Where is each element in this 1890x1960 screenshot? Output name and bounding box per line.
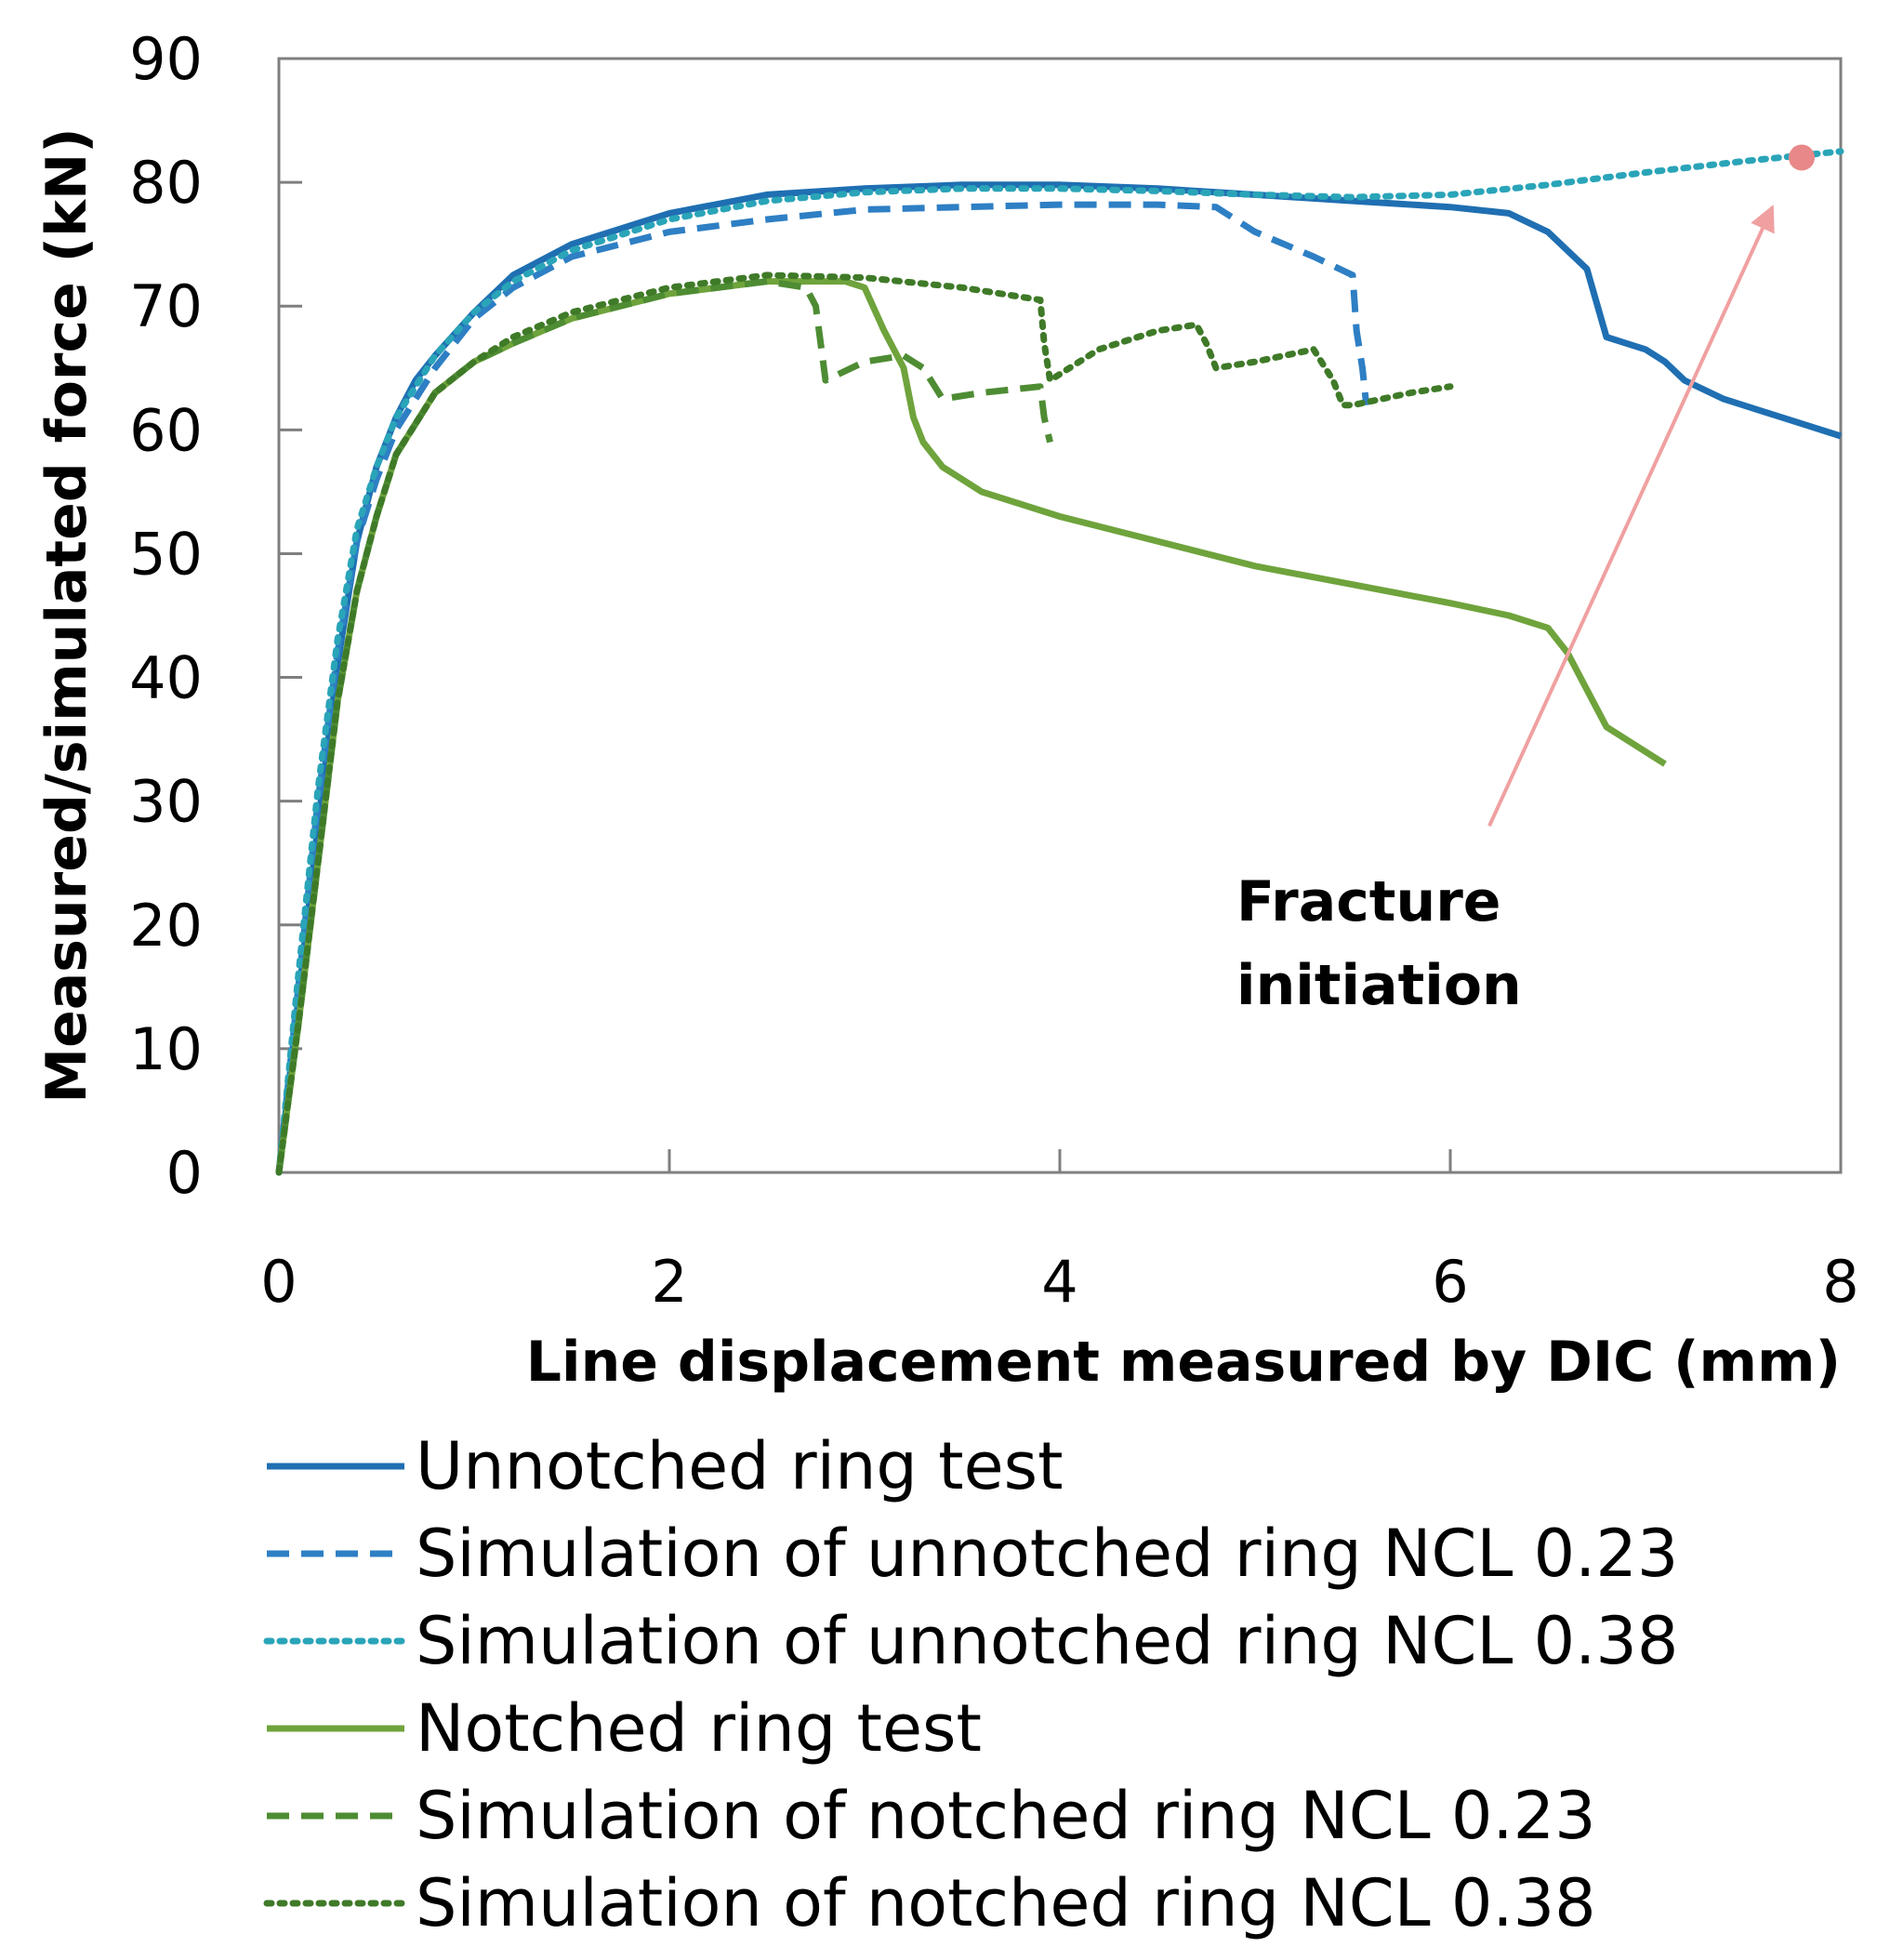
x-tick-label-1: 2 <box>651 1248 687 1316</box>
y-ticks: 0 10 20 30 40 50 60 70 80 90 <box>129 25 302 1207</box>
y-tick-label-1: 10 <box>129 1015 203 1083</box>
y-tick-label-3: 30 <box>129 768 203 836</box>
legend-label-1: Simulation of unnotched ring NCL 0.23 <box>416 1516 1678 1592</box>
legend-label-5: Simulation of notched ring NCL 0.38 <box>416 1865 1596 1941</box>
legend-label-2: Simulation of unnotched ring NCL 0.38 <box>416 1603 1678 1679</box>
series-layer <box>275 148 1844 1176</box>
y-tick-label-8: 80 <box>129 149 203 217</box>
annotation-layer: Fracture initiation <box>1236 144 1815 1018</box>
x-axis-title: Line displacement measured by DIC (mm) <box>526 1330 1841 1395</box>
series-line-1 <box>275 201 1370 1173</box>
x-tick-label-0: 0 <box>260 1248 297 1316</box>
y-tick-label-7: 70 <box>129 272 203 340</box>
y-axis-title: Measured/simulated force (kN) <box>34 127 99 1103</box>
y-tick-label-4: 40 <box>129 644 203 712</box>
legend-label-4: Simulation of notched ring NCL 0.23 <box>416 1778 1596 1854</box>
y-tick-label-5: 50 <box>129 520 203 588</box>
x-ticks: 0 2 4 6 8 <box>260 1149 1859 1316</box>
fracture-label-line2: initiation <box>1236 953 1522 1018</box>
y-tick-label-6: 60 <box>129 396 203 464</box>
series-line-5 <box>275 271 1454 1176</box>
legend-label-3: Notched ring test <box>416 1690 982 1767</box>
y-tick-label-9: 90 <box>129 25 203 93</box>
fracture-arrow <box>1487 205 1775 828</box>
y-tick-label-0: 0 <box>166 1139 203 1207</box>
legend-label-0: Unnotched ring test <box>416 1428 1064 1504</box>
legend: Unnotched ring test Simulation of unnotch… <box>263 1428 1678 1941</box>
x-tick-label-2: 4 <box>1041 1248 1077 1316</box>
series-line-2 <box>275 148 1844 1176</box>
fracture-marker <box>1789 144 1815 171</box>
y-tick-label-2: 20 <box>129 892 203 960</box>
fracture-label-line1: Fracture <box>1236 869 1500 934</box>
plot-area <box>277 57 1843 1174</box>
series-line-4 <box>275 278 1053 1173</box>
x-tick-label-4: 8 <box>1822 1248 1858 1316</box>
x-tick-label-3: 6 <box>1432 1248 1468 1316</box>
